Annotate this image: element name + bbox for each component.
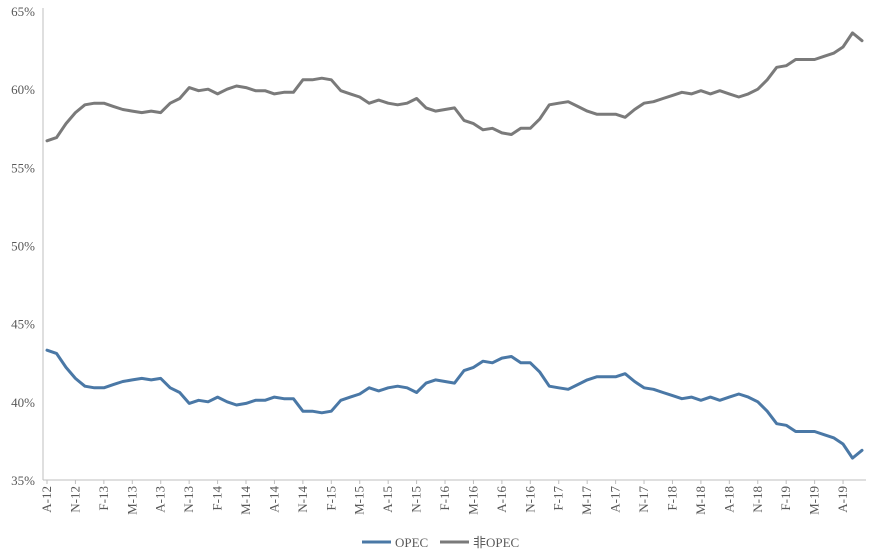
x-tick-label: A-13	[153, 486, 168, 513]
series-line-non-opec	[45, 31, 864, 143]
x-tick-label: A-17	[608, 486, 623, 513]
x-tick-label: M-13	[124, 486, 139, 515]
y-tick-label: 40%	[11, 395, 35, 410]
x-tick-label: N-18	[750, 486, 765, 513]
x-tick-label: N-13	[181, 486, 196, 513]
x-tick-label: M-19	[807, 486, 822, 515]
axes	[42, 8, 866, 481]
x-tick-label: A-19	[835, 486, 850, 513]
x-tick-label: F-15	[323, 486, 338, 511]
series-lines	[45, 31, 864, 460]
x-tick-label: A-12	[39, 486, 54, 513]
y-tick-label: 65%	[11, 4, 35, 19]
x-tick-label: N-14	[295, 486, 310, 513]
x-tick-label: F-17	[551, 486, 566, 511]
x-tick-label: F-13	[96, 486, 111, 511]
series-line-opec	[45, 348, 864, 460]
x-tick-label: A-15	[380, 486, 395, 513]
x-tick-label: A-16	[494, 486, 509, 513]
x-tick-label: A-14	[266, 486, 281, 513]
legend-label-non-opec: 非OPEC	[473, 535, 519, 550]
x-axis-ticks: A-12 N-12 F-13 M-13 A-13 N-13 F-14 M-14 A-14 N-14…	[39, 480, 850, 515]
x-tick-label: M-17	[579, 486, 594, 515]
y-tick-label: 45%	[11, 317, 35, 332]
x-tick-label: N-15	[409, 486, 424, 513]
x-tick-label: F-14	[210, 486, 225, 511]
y-axis-ticks: 35% 40% 45% 50% 55% 60% 65%	[11, 4, 35, 488]
x-tick-label: M-18	[693, 486, 708, 515]
y-tick-label: 55%	[11, 160, 35, 175]
y-tick-label: 35%	[11, 473, 35, 488]
x-tick-label: F-16	[437, 486, 452, 511]
y-tick-label: 50%	[11, 239, 35, 254]
x-tick-label: M-16	[465, 486, 480, 515]
x-tick-label: M-14	[238, 486, 253, 515]
x-tick-label: F-18	[664, 486, 679, 511]
legend-label-opec: OPEC	[395, 535, 428, 550]
x-tick-label: N-12	[67, 486, 82, 513]
x-tick-label: A-18	[721, 486, 736, 513]
x-tick-label: N-17	[636, 486, 651, 513]
legend: OPEC 非OPEC	[362, 535, 519, 550]
x-tick-label: N-16	[522, 486, 537, 513]
x-tick-label: M-15	[352, 486, 367, 515]
y-tick-label: 60%	[11, 82, 35, 97]
x-tick-label: F-19	[778, 486, 793, 511]
